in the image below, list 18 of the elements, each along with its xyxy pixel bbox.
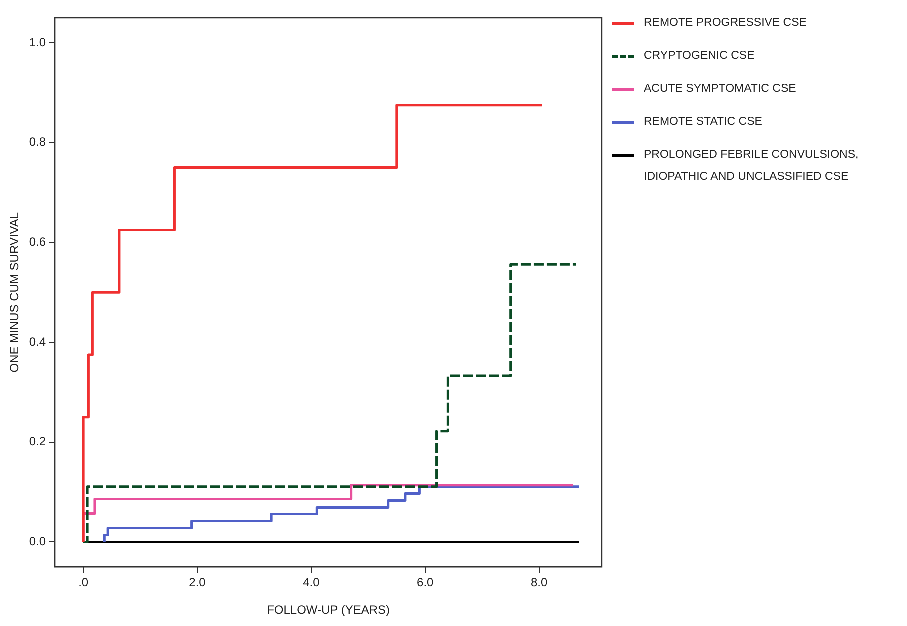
x-tick-label: 4.0 bbox=[303, 576, 320, 590]
legend-label: PROLONGED FEBRILE CONVULSIONS, IDIOPATHIC AND UNCLASSIFIED CSE bbox=[644, 148, 860, 185]
y-tick-label: 0.0 bbox=[29, 534, 46, 549]
y-tick-label: 0.8 bbox=[29, 135, 46, 150]
x-tick-label: .0 bbox=[78, 576, 89, 590]
legend-label: REMOTE STATIC CSE bbox=[644, 115, 762, 130]
y-axis-title: ONE MINUS CUM SURVIVAL bbox=[8, 212, 22, 373]
x-tick-label: 2.0 bbox=[189, 576, 206, 590]
x-tick-label: 8.0 bbox=[530, 576, 548, 590]
y-tick-label: 0.6 bbox=[29, 234, 46, 249]
x-axis-title: FOLLOW-UP (YEARS) bbox=[267, 603, 390, 618]
legend-label: CRYPTOGENIC CSE bbox=[644, 49, 755, 64]
y-tick-label: 0.2 bbox=[29, 434, 46, 449]
y-tick-label: 1.0 bbox=[29, 35, 46, 50]
x-tick-label: 6.0 bbox=[417, 576, 434, 590]
y-tick-label: 0.4 bbox=[29, 334, 46, 349]
legend-label: ACUTE SYMPTOMATIC CSE bbox=[644, 82, 796, 97]
legend-label: REMOTE PROGRESSIVE CSE bbox=[644, 16, 807, 31]
